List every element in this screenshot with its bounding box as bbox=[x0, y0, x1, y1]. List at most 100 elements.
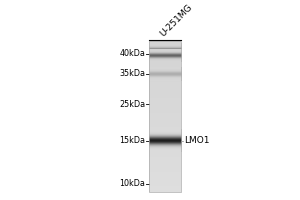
Bar bbox=[148, 52, 182, 53]
Bar bbox=[148, 181, 182, 182]
Bar bbox=[148, 55, 182, 56]
Bar bbox=[148, 108, 182, 109]
Bar bbox=[148, 162, 182, 163]
Bar bbox=[148, 129, 182, 130]
Bar bbox=[148, 109, 182, 110]
Bar bbox=[148, 114, 182, 115]
Bar bbox=[148, 165, 182, 166]
Bar bbox=[148, 173, 182, 175]
Bar bbox=[148, 96, 182, 98]
Bar bbox=[148, 149, 182, 151]
Bar bbox=[148, 94, 182, 95]
Bar bbox=[148, 186, 182, 187]
Bar bbox=[148, 47, 182, 48]
Bar bbox=[148, 56, 182, 57]
Text: 40kDa: 40kDa bbox=[120, 49, 146, 58]
Bar bbox=[148, 146, 182, 147]
Bar bbox=[148, 116, 182, 118]
Bar bbox=[148, 156, 182, 157]
Bar bbox=[148, 48, 182, 49]
Bar bbox=[148, 115, 182, 116]
Bar bbox=[148, 110, 182, 111]
Text: U-251MG: U-251MG bbox=[158, 2, 194, 38]
Bar bbox=[148, 101, 182, 103]
Bar bbox=[148, 141, 182, 142]
Bar bbox=[148, 53, 182, 55]
Bar bbox=[148, 81, 182, 82]
Bar bbox=[148, 72, 182, 74]
Bar bbox=[148, 182, 182, 183]
Bar bbox=[148, 183, 182, 185]
Bar bbox=[148, 103, 182, 104]
Bar bbox=[148, 154, 182, 156]
Bar bbox=[148, 138, 182, 139]
Bar bbox=[148, 137, 182, 138]
Bar bbox=[148, 63, 182, 65]
Bar bbox=[148, 152, 182, 153]
Bar bbox=[148, 127, 182, 128]
Bar bbox=[148, 134, 182, 135]
Bar bbox=[148, 125, 182, 127]
Bar bbox=[148, 41, 182, 192]
Bar bbox=[148, 144, 182, 146]
Bar bbox=[148, 190, 182, 191]
Bar bbox=[148, 57, 182, 58]
Bar bbox=[148, 86, 182, 87]
Bar bbox=[148, 176, 182, 177]
Bar bbox=[148, 65, 182, 66]
Bar bbox=[148, 168, 182, 170]
Bar bbox=[148, 98, 182, 99]
Bar bbox=[148, 104, 182, 105]
Bar bbox=[148, 66, 182, 67]
Bar bbox=[148, 60, 182, 61]
Bar bbox=[148, 148, 182, 149]
Bar bbox=[148, 42, 182, 43]
Bar bbox=[148, 130, 182, 132]
Bar bbox=[148, 123, 182, 124]
Bar bbox=[148, 113, 182, 114]
Bar bbox=[148, 79, 182, 80]
Bar bbox=[148, 189, 182, 190]
Bar bbox=[148, 175, 182, 176]
Bar bbox=[148, 80, 182, 81]
Bar bbox=[148, 124, 182, 125]
Bar bbox=[148, 92, 182, 94]
Bar bbox=[148, 84, 182, 85]
Bar bbox=[148, 170, 182, 171]
Bar bbox=[148, 111, 182, 113]
Bar bbox=[148, 159, 182, 161]
Bar bbox=[148, 51, 182, 52]
Text: 25kDa: 25kDa bbox=[119, 100, 146, 109]
Bar bbox=[148, 49, 182, 51]
Bar bbox=[148, 158, 182, 159]
Bar bbox=[148, 71, 182, 72]
Bar bbox=[148, 90, 182, 91]
Bar bbox=[148, 61, 182, 62]
Bar bbox=[148, 70, 182, 71]
Bar bbox=[148, 187, 182, 189]
Bar bbox=[148, 191, 182, 192]
Bar bbox=[148, 163, 182, 165]
Bar bbox=[148, 106, 182, 108]
Bar bbox=[148, 142, 182, 143]
Bar bbox=[148, 100, 182, 101]
Bar bbox=[148, 119, 182, 120]
Bar bbox=[148, 120, 182, 122]
Bar bbox=[148, 132, 182, 133]
Bar bbox=[148, 147, 182, 148]
Bar bbox=[148, 133, 182, 134]
Bar bbox=[148, 153, 182, 154]
Bar bbox=[148, 172, 182, 173]
Bar bbox=[148, 91, 182, 92]
Bar bbox=[148, 77, 182, 79]
Bar bbox=[148, 122, 182, 123]
Bar bbox=[148, 180, 182, 181]
Bar bbox=[148, 167, 182, 168]
Bar bbox=[148, 76, 182, 77]
Bar bbox=[148, 68, 182, 70]
Bar bbox=[148, 99, 182, 100]
Bar bbox=[148, 118, 182, 119]
Bar bbox=[148, 185, 182, 186]
Bar bbox=[148, 143, 182, 144]
Bar bbox=[148, 46, 182, 47]
